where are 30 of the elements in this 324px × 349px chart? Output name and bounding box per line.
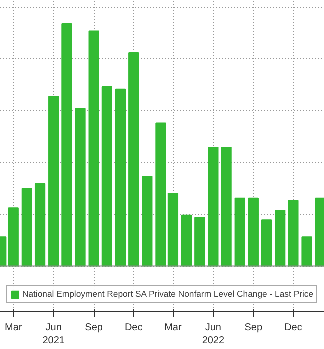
bar xyxy=(221,147,232,267)
x-tick-label: Sep xyxy=(244,322,263,334)
bar xyxy=(128,52,140,267)
bar xyxy=(62,23,72,267)
x-tick-label: Dec xyxy=(284,322,302,334)
bar xyxy=(142,176,153,267)
bar xyxy=(34,183,46,267)
x-tick-label: Mar xyxy=(164,322,182,334)
bar xyxy=(48,96,60,267)
x-tick-label: Jun 2021 xyxy=(42,322,66,347)
bar xyxy=(208,147,219,267)
bar xyxy=(288,200,299,267)
bar xyxy=(234,198,246,267)
bar xyxy=(261,220,272,267)
bar xyxy=(181,214,192,267)
x-tick-label: Mar xyxy=(5,322,23,334)
bar xyxy=(22,188,32,267)
bar xyxy=(8,208,19,267)
x-tick-label: Dec xyxy=(124,322,143,334)
bar xyxy=(88,30,100,267)
x-tick-label: Jun 2022 xyxy=(202,322,225,347)
bar xyxy=(75,108,86,267)
bar xyxy=(275,210,286,267)
x-tick-label: Sep xyxy=(85,322,104,334)
bar xyxy=(302,236,312,267)
bar xyxy=(115,88,126,267)
bar xyxy=(248,198,259,267)
bar xyxy=(194,217,206,267)
bar xyxy=(102,86,112,267)
legend-label: National Employment Report SA Private Nonfarm Level Change - Last Price xyxy=(22,289,314,299)
